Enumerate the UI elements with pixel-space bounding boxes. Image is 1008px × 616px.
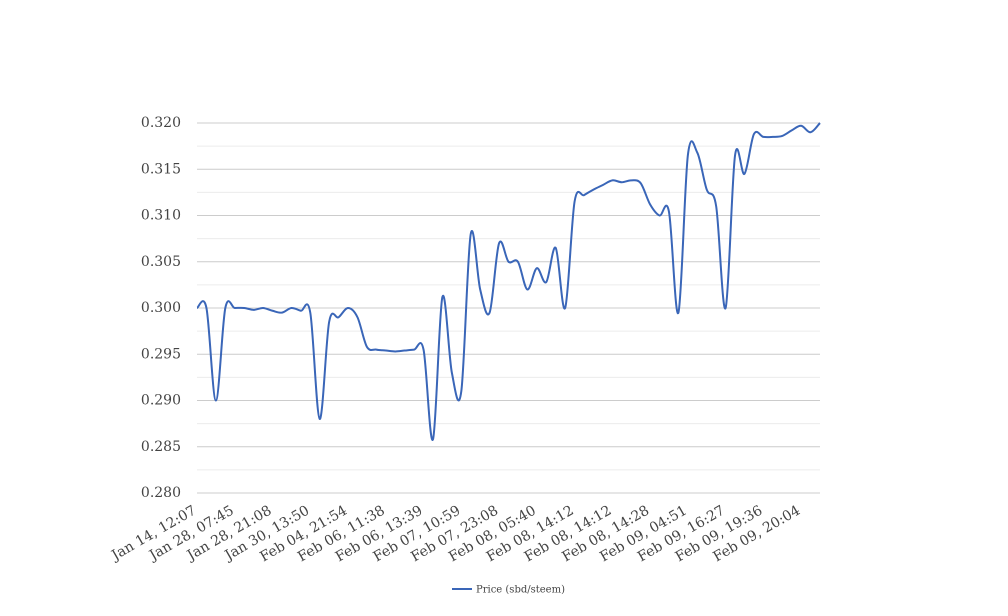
y-tick-label: 0.290 bbox=[141, 393, 181, 409]
legend-label: Price (sbd/steem) bbox=[476, 585, 565, 596]
y-tick-label: 0.305 bbox=[141, 254, 181, 270]
price-line bbox=[196, 122, 821, 441]
y-tick-label: 0.300 bbox=[141, 300, 181, 316]
y-tick-label: 0.285 bbox=[141, 439, 181, 455]
y-tick-label: 0.315 bbox=[141, 161, 181, 177]
y-tick-label: 0.310 bbox=[141, 208, 181, 224]
y-tick-label: 0.295 bbox=[141, 346, 181, 362]
y-tick-label: 0.280 bbox=[141, 485, 181, 501]
y-tick-label: 0.320 bbox=[141, 115, 181, 131]
